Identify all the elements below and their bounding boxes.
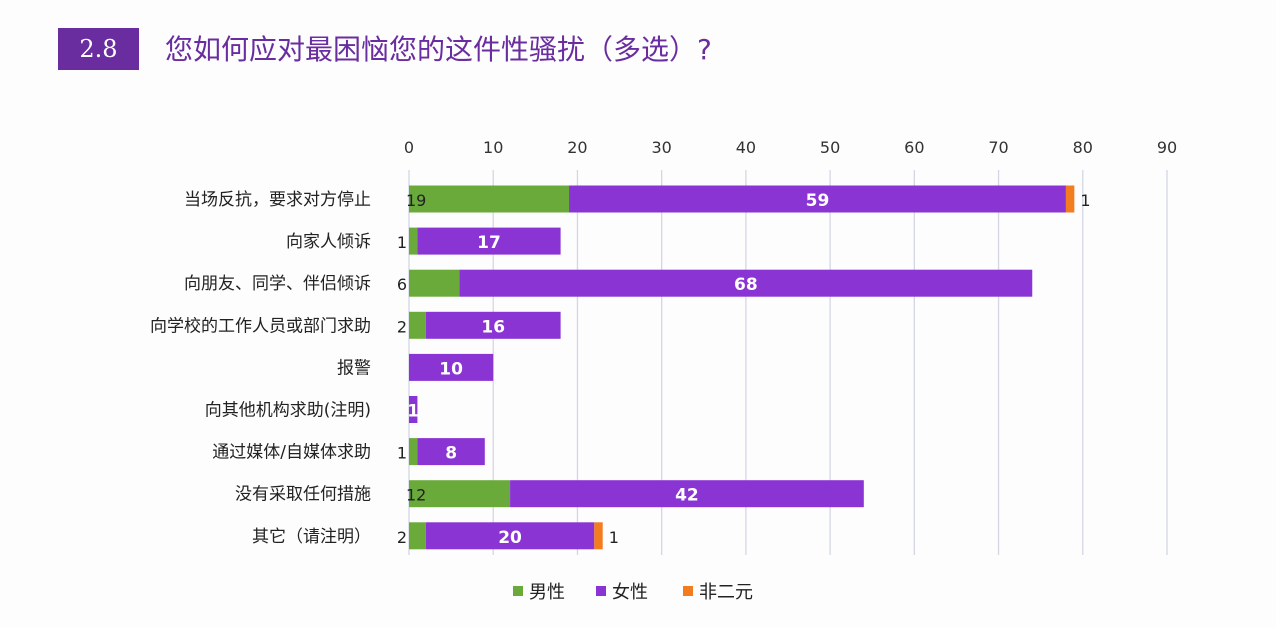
legend-swatch	[596, 586, 606, 596]
bar-female	[409, 353, 494, 381]
bar-male	[409, 480, 511, 508]
x-tick-label: 20	[567, 138, 587, 157]
x-tick-label: 40	[736, 138, 756, 157]
x-tick-label: 60	[904, 138, 924, 157]
data-label: 6	[397, 275, 407, 294]
bar-female	[569, 185, 1066, 213]
bar-female	[425, 311, 561, 339]
data-label: 20	[498, 528, 522, 548]
data-label: 8	[445, 444, 457, 464]
category-label: 报警	[337, 358, 371, 378]
bar-nonbinary	[594, 522, 603, 550]
category-label: 其它（请注明）	[252, 527, 371, 547]
legend-swatch	[513, 586, 523, 596]
data-label: 2	[397, 528, 407, 547]
data-label: 1	[397, 444, 407, 463]
data-label: 16	[481, 317, 505, 337]
bar-female	[510, 480, 864, 508]
category-label: 当场反抗，要求对方停止	[184, 190, 371, 210]
category-label: 通过媒体/自媒体求助	[212, 443, 371, 463]
data-label: 1	[397, 233, 407, 252]
bar-nonbinary	[1065, 185, 1075, 213]
x-tick-label: 30	[651, 138, 671, 157]
x-tick-label: 50	[820, 138, 840, 157]
bar-female	[459, 269, 1033, 297]
data-label: 1	[407, 402, 419, 422]
bar-male	[409, 522, 426, 550]
data-label: 42	[675, 486, 699, 506]
bar-female	[409, 396, 418, 423]
bar-female	[417, 227, 561, 255]
bar-male	[409, 311, 426, 339]
legend-label: 非二元	[699, 582, 753, 603]
x-tick-label: 90	[1157, 138, 1177, 157]
section-badge: 2.8	[58, 28, 139, 70]
x-tick-label: 0	[404, 138, 414, 157]
data-label: 19	[406, 191, 426, 210]
legend-label: 女性	[612, 582, 648, 603]
data-label: 12	[406, 486, 426, 505]
legend-swatch	[683, 586, 693, 596]
bar-male	[409, 269, 460, 297]
data-label: 59	[806, 191, 830, 211]
bar-male	[409, 185, 570, 213]
bar-male	[409, 227, 418, 255]
data-label: 68	[734, 275, 758, 295]
data-label: 17	[477, 233, 501, 253]
x-tick-label: 80	[1073, 138, 1093, 157]
legend-label: 男性	[529, 582, 565, 603]
data-label: 2	[397, 317, 407, 336]
data-label: 10	[439, 359, 463, 379]
x-tick-label: 10	[483, 138, 503, 157]
category-label: 向其他机构求助(注明)	[205, 401, 371, 421]
category-label: 没有采取任何措施	[235, 485, 371, 505]
bar-female	[417, 438, 485, 466]
x-tick-label: 70	[988, 138, 1008, 157]
category-label: 向朋友、同学、伴侣倾诉	[184, 274, 371, 294]
bar-male	[409, 438, 418, 466]
bar-female	[425, 522, 595, 550]
data-label: 1	[609, 528, 619, 547]
page-title: 您如何应对最困恼您的这件性骚扰（多选）?	[165, 33, 712, 66]
data-label: 1	[1080, 191, 1090, 210]
category-label: 向学校的工作人员或部门求助	[150, 316, 371, 336]
category-label: 向家人倾诉	[286, 232, 371, 252]
